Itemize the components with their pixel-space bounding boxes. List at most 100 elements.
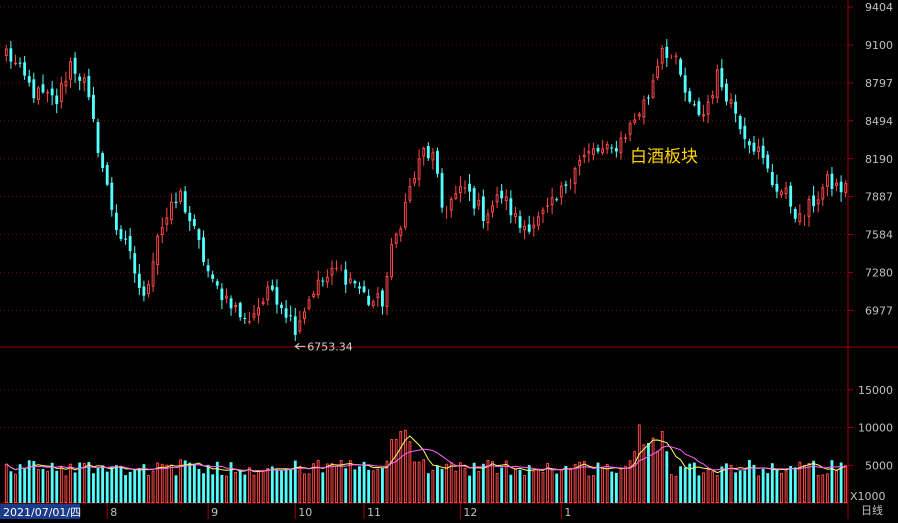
- price-tick-label: 8797: [865, 77, 893, 90]
- volume-bar-down: [358, 466, 361, 503]
- candle-body-down: [97, 122, 100, 153]
- volume-bar-up: [758, 476, 760, 503]
- volume-bar-down: [19, 464, 22, 503]
- candle-body-down: [468, 184, 471, 192]
- candle-body-up: [845, 184, 847, 193]
- volume-bar-up: [262, 470, 264, 502]
- candle-body-up: [386, 276, 388, 306]
- candle-body-down: [289, 315, 292, 316]
- candle-body-down: [285, 308, 288, 317]
- candle-body-up: [60, 84, 62, 102]
- candle-body-down: [688, 91, 691, 102]
- volume-bar-down: [120, 466, 123, 503]
- volume-bar-down: [468, 476, 471, 503]
- volume-bar-up: [459, 463, 461, 503]
- candle-body-up: [716, 70, 718, 97]
- candle-body-up: [180, 191, 182, 201]
- candle-body-down: [115, 213, 118, 230]
- candle-body-down: [812, 196, 815, 207]
- candle-body-up: [414, 179, 416, 183]
- volume-bar-up: [409, 442, 411, 503]
- volume-bar-up: [537, 469, 539, 502]
- volume-bar-up: [418, 462, 420, 502]
- candle-body-up: [643, 100, 645, 117]
- candle-body-up: [629, 124, 631, 134]
- volume-bar-up: [505, 461, 507, 502]
- volume-unit-label: X1000: [850, 490, 886, 503]
- candle-body-down: [243, 318, 246, 319]
- candle-body-up: [822, 188, 824, 199]
- volume-bar-up: [432, 470, 434, 502]
- month-tick-label: 1: [564, 506, 571, 519]
- candle-body-down: [739, 116, 742, 129]
- candle-body-down: [684, 75, 687, 92]
- volume-bar-down: [519, 470, 522, 503]
- volume-bar-up: [372, 471, 374, 503]
- candle-body-up: [304, 312, 306, 319]
- candle-body-down: [42, 84, 45, 92]
- candle-body-down: [142, 287, 145, 296]
- candle-body-up: [588, 152, 590, 153]
- candle-body-down: [693, 104, 696, 105]
- candle-body-up: [308, 300, 310, 308]
- candle-body-up: [634, 120, 636, 122]
- volume-bar-down: [321, 472, 324, 503]
- volume-bar-down: [289, 469, 292, 503]
- price-tick-label: 6977: [865, 304, 893, 317]
- volume-bar-down: [87, 462, 90, 503]
- volume-bar-down: [276, 470, 279, 503]
- candle-body-up: [593, 149, 595, 155]
- candle-body-down: [32, 79, 35, 98]
- candle-body-up: [652, 81, 654, 97]
- candle-body-down: [528, 224, 531, 231]
- volume-bar-down: [55, 471, 58, 503]
- volume-bar-down: [775, 469, 778, 503]
- volume-bar-down: [436, 465, 439, 503]
- candle-body-down: [92, 95, 95, 119]
- candle-body-down: [367, 296, 370, 305]
- candle-body-up: [758, 147, 760, 151]
- volume-bar-up: [712, 472, 714, 503]
- volume-bar-up: [583, 462, 585, 503]
- volume-bar-up: [349, 461, 351, 503]
- candle-body-up: [326, 277, 328, 282]
- candle-body-down: [106, 165, 109, 185]
- candle-body-up: [258, 308, 260, 315]
- candle-body-up: [171, 202, 173, 219]
- candle-body-up: [808, 200, 810, 217]
- volume-bar-up: [65, 476, 67, 503]
- volume-bar-up: [804, 466, 806, 503]
- candle-body-down: [74, 58, 77, 74]
- volume-bar-down: [693, 463, 696, 503]
- candle-body-up: [450, 199, 452, 210]
- candle-body-down: [51, 89, 54, 96]
- volume-bar-up: [707, 470, 709, 503]
- volume-bar-up: [716, 476, 718, 503]
- volume-bar-up: [657, 451, 659, 502]
- candle-body-up: [703, 115, 705, 116]
- volume-bar-down: [367, 470, 370, 503]
- volume-bar-up: [602, 468, 604, 503]
- candle-body-up: [409, 187, 411, 201]
- volume-bar-down: [129, 472, 132, 503]
- candle-body-up: [423, 149, 425, 157]
- candle-body-down: [202, 237, 205, 262]
- candle-body-up: [65, 81, 67, 85]
- candle-body-up: [657, 67, 659, 78]
- candle-body-down: [734, 102, 737, 114]
- volume-bar-down: [353, 469, 356, 503]
- candle-body-down: [610, 147, 613, 148]
- volume-bar-down: [42, 469, 45, 503]
- candle-body-down: [211, 274, 214, 279]
- candle-body-down: [500, 191, 503, 199]
- candle-body-up: [524, 226, 526, 229]
- volume-bar-down: [500, 468, 503, 503]
- volume-bar-up: [446, 464, 448, 502]
- volume-bar-down: [597, 463, 600, 503]
- volume-bar-down: [124, 475, 127, 503]
- candle-body-up: [487, 214, 489, 223]
- candle-body-up: [583, 155, 585, 156]
- candle-body-up: [317, 280, 319, 295]
- volume-bar-down: [766, 473, 769, 503]
